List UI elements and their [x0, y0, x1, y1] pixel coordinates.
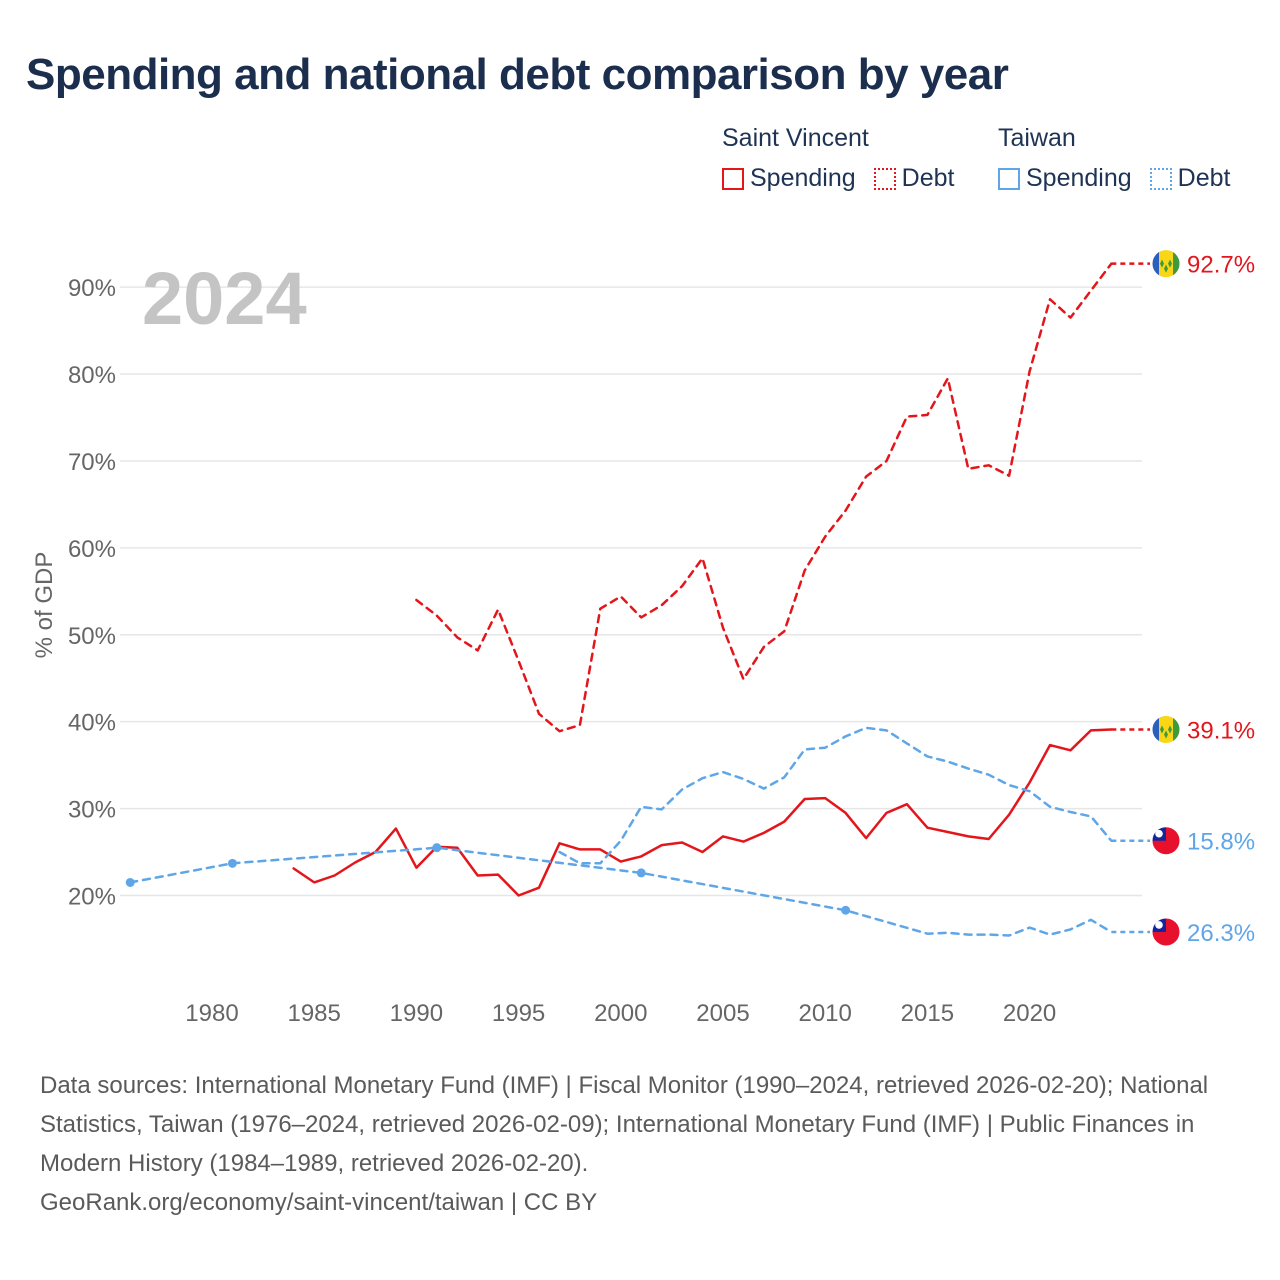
series-end-label: 26.3% — [1187, 920, 1255, 947]
y-tick-label: 50% — [68, 623, 116, 650]
series-lines — [125, 262, 1113, 937]
legend-item-label: Spending — [750, 164, 856, 192]
legend-group-name: Taiwan — [998, 124, 1076, 152]
legend-item-taiwan-debt[interactable]: Debt — [1149, 164, 1231, 193]
legend-item-label: Spending — [1026, 164, 1132, 192]
y-axis-ticks: 20% 30% 40% 50% 60% 70% 80% 90% — [68, 275, 116, 910]
y-axis-label: % of GDP — [31, 552, 58, 659]
legend-item-label: Debt — [901, 164, 955, 192]
y-tick-label: 90% — [68, 275, 116, 302]
y-tick-label: 80% — [68, 362, 116, 389]
legend-taiwan: Taiwan Spending Debt — [998, 122, 1230, 193]
data-point — [125, 877, 135, 887]
chart-title: Spending and national debt comparison by… — [26, 50, 1009, 99]
x-tick-label: 2000 — [594, 1000, 647, 1027]
series-end-label: 92.7% — [1187, 252, 1255, 279]
gridlines — [120, 286, 1142, 897]
x-axis-ticks: 1980 1985 1990 1995 2000 2005 2010 2015 2020 — [185, 1000, 1056, 1027]
x-tick-label: 2010 — [798, 1000, 851, 1027]
legend-saint-vincent: Saint Vincent Spending Debt — [722, 122, 954, 193]
series-end-label: 39.1% — [1187, 717, 1255, 744]
x-tick-label: 2005 — [696, 1000, 749, 1027]
series-end-label: 15.8% — [1187, 829, 1255, 856]
saint-vincent-flag-icon — [1151, 714, 1181, 744]
x-tick-label: 2020 — [1003, 1000, 1056, 1027]
x-tick-label: 1980 — [185, 1000, 238, 1027]
y-tick-label: 30% — [68, 797, 116, 824]
sources-text: Data sources: International Monetary Fun… — [40, 1072, 1209, 1177]
series-line-taiwan-debt — [128, 846, 1113, 937]
x-tick-label: 2015 — [901, 1000, 954, 1027]
legend-group-name: Saint Vincent — [722, 124, 869, 152]
series-line-saint-vincent-debt — [415, 262, 1113, 733]
sources-link[interactable]: GeoRank.org/economy/saint-vincent/taiwan… — [40, 1189, 598, 1216]
data-point — [227, 858, 237, 868]
saint-vincent-flag-icon — [1151, 249, 1181, 279]
series-line-saint-vincent-spending — [292, 728, 1113, 897]
legend-item-taiwan-spending[interactable]: Spending — [998, 164, 1132, 193]
data-point — [841, 905, 851, 915]
legend-item-saint-vincent-spending[interactable]: Spending — [722, 164, 856, 193]
series-line-taiwan-spending — [558, 726, 1113, 865]
data-point — [636, 868, 646, 878]
swatch-solid-icon — [998, 167, 1020, 190]
taiwan-flag-icon — [1151, 826, 1181, 856]
y-tick-label: 60% — [68, 536, 116, 563]
taiwan-flag-icon — [1151, 917, 1181, 947]
sources: Data sources: International Monetary Fun… — [40, 1066, 1250, 1222]
data-point — [432, 843, 442, 853]
swatch-dotted-icon — [1149, 167, 1172, 190]
swatch-dotted-icon — [873, 167, 896, 190]
series-end-labels: 92.7% 39.1% 26.3% 15.8% — [1111, 249, 1255, 947]
x-tick-label: 1985 — [287, 1000, 340, 1027]
x-tick-label: 1990 — [390, 1000, 443, 1027]
legend-item-saint-vincent-debt[interactable]: Debt — [873, 164, 955, 193]
y-tick-label: 40% — [68, 710, 116, 737]
swatch-solid-icon — [722, 167, 744, 190]
x-tick-label: 1995 — [492, 1000, 545, 1027]
y-tick-label: 70% — [68, 449, 116, 476]
line-chart: 20% 30% 40% 50% 60% 70% 80% 90% 1980 1985 1990 199… — [31, 249, 1255, 1027]
legend-item-label: Debt — [1177, 164, 1231, 192]
year-label: 2024 — [142, 257, 307, 340]
y-tick-label: 20% — [68, 883, 116, 910]
